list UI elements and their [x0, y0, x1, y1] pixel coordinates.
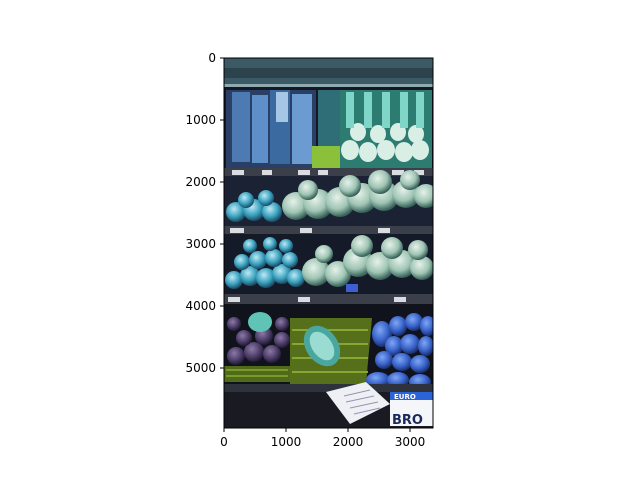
shelf-3-produce: [224, 234, 433, 294]
x-tick-labels: 0 1000 2000 3000: [220, 435, 425, 449]
shelf-rail-1: [224, 168, 433, 176]
shelf-4-produce: [224, 304, 433, 390]
y-tick-label-1: 1000: [185, 113, 216, 127]
x-tick-label-2: 2000: [333, 435, 364, 449]
shelf-1-produce: [226, 90, 432, 168]
paper-note: [326, 382, 390, 424]
x-tick-label-0: 0: [220, 435, 228, 449]
y-tick-label-0: 0: [208, 51, 216, 65]
sign-text-top: EURO: [394, 393, 416, 401]
y-tick-label-4: 4000: [185, 299, 216, 313]
x-tick-label-3: 3000: [395, 435, 426, 449]
x-axis: [223, 428, 411, 432]
x-tick-label-1: 1000: [271, 435, 302, 449]
y-tick-label-2: 2000: [185, 175, 216, 189]
sign-text-main: BRO: [392, 413, 423, 428]
y-tick-labels: 0 1000 2000 3000 4000 5000: [185, 51, 216, 375]
price-sign: EURO BRO: [390, 392, 433, 428]
shelf-rail-3: [224, 294, 433, 304]
y-tick-label-5: 5000: [185, 361, 216, 375]
shelf-rail-4: [224, 384, 433, 392]
y-axis: [220, 57, 224, 369]
shelf-rail-2: [224, 226, 433, 234]
shelf-2-produce: [224, 170, 433, 226]
y-tick-label-3: 3000: [185, 237, 216, 251]
shelf-photo: EURO BRO: [224, 58, 433, 428]
axes-frame: [223, 57, 434, 429]
